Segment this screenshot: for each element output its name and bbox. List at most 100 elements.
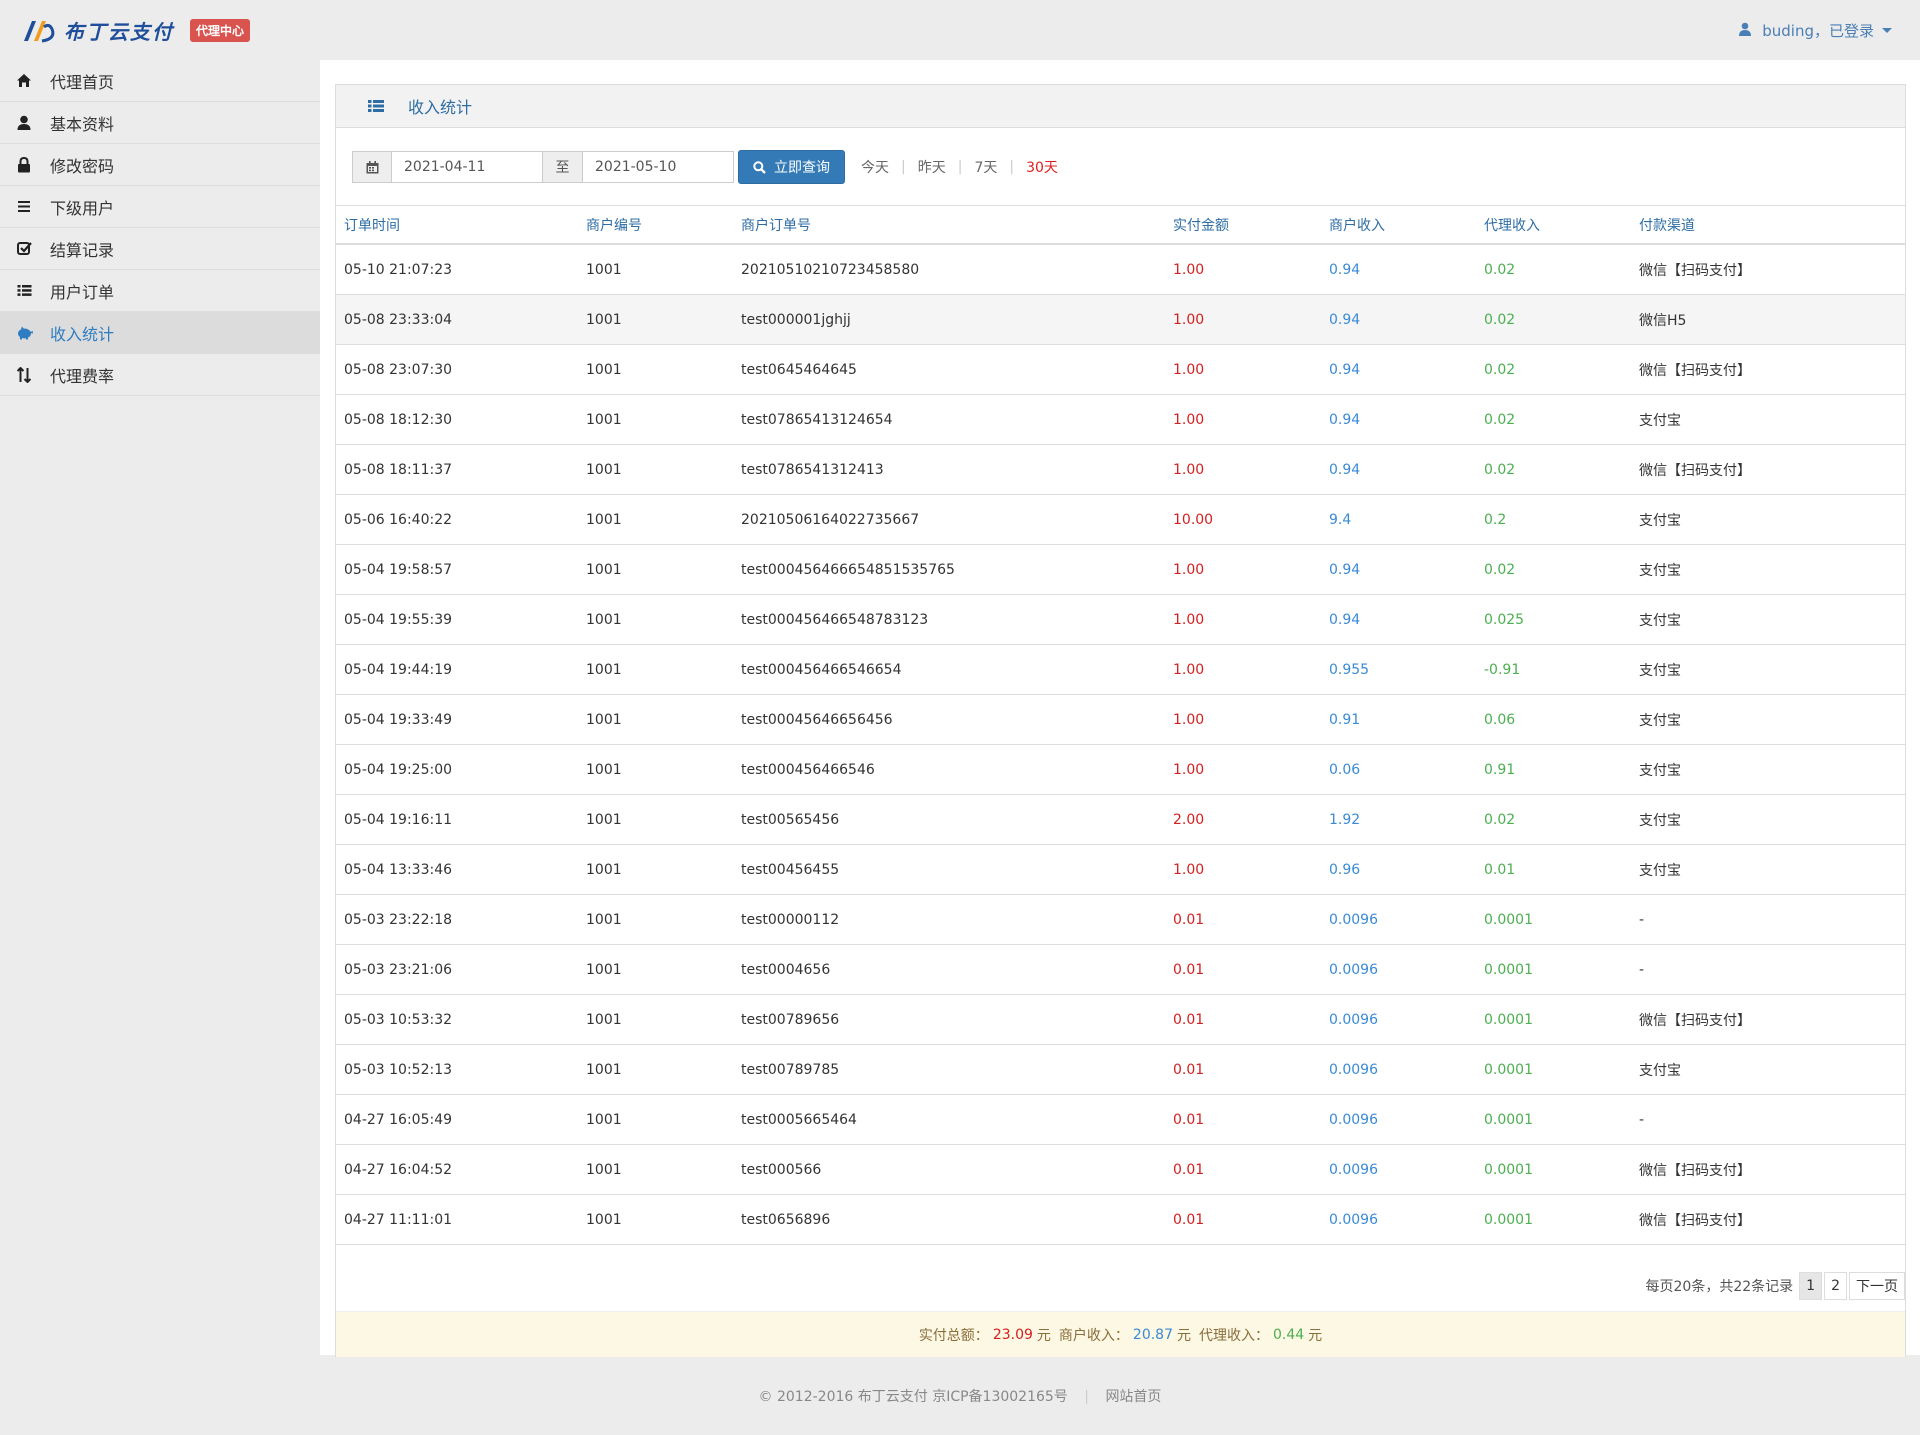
panel-heading: 收入统计 (336, 85, 1905, 128)
range-30days-link[interactable]: 30天 (1026, 160, 1058, 176)
payment-channel-cell: 支付宝 (1631, 594, 1905, 645)
merchant-id-cell: 1001 (578, 994, 733, 1045)
piggy-bank-icon (13, 324, 35, 342)
merchant-income-cell: 0.96 (1321, 844, 1476, 895)
column-header: 实付金额 (1165, 205, 1321, 245)
order-time-cell: 05-03 23:22:18 (336, 894, 578, 945)
column-header: 代理收入 (1476, 205, 1631, 245)
table-row[interactable]: 05-10 21:07:23 1001 20210510210723458580 1.… (336, 244, 1905, 295)
site-home-link[interactable]: 网站首页 (1105, 1389, 1162, 1405)
merchant-order-no-cell: test07865413124654 (733, 394, 1165, 445)
next-page-button[interactable]: 下一页 (1849, 1272, 1905, 1300)
sidebar-item-change-password[interactable]: 修改密码 (0, 144, 320, 186)
table-row[interactable]: 05-04 19:58:57 1001 test000456466654851535… (336, 544, 1905, 595)
sidebar-item-agent-home[interactable]: 代理首页 (0, 60, 320, 102)
order-time-cell: 05-08 23:07:30 (336, 344, 578, 395)
table-row[interactable]: 05-04 13:33:46 1001 test00456455 1.00 0.96 0.… (336, 844, 1905, 895)
sidebar-item-label: 收入统计 (50, 324, 115, 344)
sidebar-item-label: 用户订单 (50, 282, 115, 302)
range-yesterday-link[interactable]: 昨天 (917, 160, 946, 176)
order-time-cell: 04-27 11:11:01 (336, 1194, 578, 1245)
agent-income-cell: 0.02 (1476, 544, 1631, 595)
table-row[interactable]: 05-03 23:21:06 1001 test0004656 0.01 0.0096 0… (336, 944, 1905, 995)
table-row[interactable]: 05-08 23:33:04 1001 test000001jghjj 1.00 0.9… (336, 294, 1905, 345)
sidebar-item-user-orders[interactable]: 用户订单 (0, 270, 320, 312)
payment-channel-cell: 支付宝 (1631, 394, 1905, 445)
table-row[interactable]: 05-03 23:22:18 1001 test00000112 0.01 0.0096… (336, 894, 1905, 945)
order-time-cell: 05-03 23:21:06 (336, 944, 578, 995)
paid-amount-cell: 1.00 (1165, 244, 1321, 295)
table-row[interactable]: 05-03 10:52:13 1001 test00789785 0.01 0.0096… (336, 1044, 1905, 1095)
table-row[interactable]: 05-04 19:33:49 1001 test00045646656456 1.00… (336, 694, 1905, 745)
logo[interactable]: 布丁云支付 代理中心 (22, 16, 251, 45)
merchant-order-no-cell: test00789656 (733, 994, 1165, 1045)
agent-income-cell: 0.02 (1476, 344, 1631, 395)
sidebar-item-income-stats[interactable]: 收入统计 (0, 312, 320, 354)
table-row[interactable]: 05-08 23:07:30 1001 test0645464645 1.00 0.94… (336, 344, 1905, 395)
paid-amount-cell: 0.01 (1165, 944, 1321, 995)
table-row[interactable]: 05-04 19:16:11 1001 test00565456 2.00 1.92 0.… (336, 794, 1905, 845)
sidebar-item-label: 修改密码 (50, 156, 115, 176)
divider: | (1009, 159, 1015, 175)
calendar-icon (352, 151, 392, 183)
payment-channel-cell: - (1631, 944, 1905, 995)
pagination: 每页20条，共22条记录 1 2 下一页 (1646, 1272, 1905, 1300)
merchant-income-cell: 0.94 (1321, 394, 1476, 445)
logo-text: 布丁云支付 (64, 20, 174, 44)
divider: | (901, 159, 906, 175)
table-row[interactable]: 05-08 18:11:37 1001 test0786541312413 1.00 0… (336, 444, 1905, 495)
payment-channel-cell: 微信【扫码支付】 (1631, 994, 1905, 1045)
table-row[interactable]: 05-03 10:53:32 1001 test00789656 0.01 0.0096… (336, 994, 1905, 1045)
table-row[interactable]: 05-08 18:12:30 1001 test07865413124654 1.00… (336, 394, 1905, 445)
start-date-input[interactable] (392, 151, 543, 183)
end-date-input[interactable] (583, 151, 734, 183)
order-time-cell: 05-04 19:16:11 (336, 794, 578, 845)
merchant-income-cell: 0.0096 (1321, 994, 1476, 1045)
user-dropdown[interactable]: buding，已登录 (1738, 20, 1892, 41)
user-icon (1738, 22, 1752, 40)
merchant-income-cell: 0.94 (1321, 444, 1476, 495)
paid-amount-cell: 1.00 (1165, 644, 1321, 695)
merchant-id-cell: 1001 (578, 344, 733, 395)
agent-income-cell: 0.01 (1476, 844, 1631, 895)
merchant-income-cell: 0.91 (1321, 694, 1476, 745)
merchant-order-no-cell: test000456466546 (733, 744, 1165, 795)
agent-income-cell: 0.0001 (1476, 1094, 1631, 1145)
currency-unit: 元 (1308, 1327, 1323, 1344)
merchant-id-cell: 1001 (578, 1044, 733, 1095)
logo-mark-icon (24, 20, 55, 42)
page-2-button[interactable]: 2 (1824, 1272, 1847, 1300)
list-icon (13, 198, 35, 216)
paid-amount-cell: 1.00 (1165, 294, 1321, 345)
agent-income-cell: -0.91 (1476, 644, 1631, 695)
table-row[interactable]: 04-27 16:04:52 1001 test000566 0.01 0.0096 0.… (336, 1144, 1905, 1195)
merchant-income-cell: 0.94 (1321, 294, 1476, 345)
sidebar-item-profile[interactable]: 基本资料 (0, 102, 320, 144)
agent-income-value: 0.44 (1273, 1326, 1305, 1343)
merchant-id-cell: 1001 (578, 894, 733, 945)
table-row[interactable]: 05-04 19:44:19 1001 test000456466546654 1.0… (336, 644, 1905, 695)
agent-income-cell: 0.0001 (1476, 1194, 1631, 1245)
merchant-id-cell: 1001 (578, 494, 733, 545)
page-1-button[interactable]: 1 (1799, 1272, 1823, 1300)
table-row[interactable]: 04-27 11:11:01 1001 test0656896 0.01 0.0096 0… (336, 1194, 1905, 1245)
sidebar-item-agent-rates[interactable]: 代理费率 (0, 354, 320, 396)
order-time-cell: 05-04 13:33:46 (336, 844, 578, 895)
user-status-text: buding，已登录 (1762, 22, 1874, 40)
range-today-link[interactable]: 今天 (861, 160, 889, 176)
sidebar-item-sub-users[interactable]: 下级用户 (0, 186, 320, 228)
range-7days-link[interactable]: 7天 (974, 160, 998, 176)
table-row[interactable]: 04-27 16:05:49 1001 test0005665464 0.01 0.00… (336, 1094, 1905, 1145)
merchant-id-cell: 1001 (578, 444, 733, 495)
table-row[interactable]: 05-06 16:40:22 1001 20210506164022735667 10… (336, 494, 1905, 545)
column-header: 订单时间 (336, 205, 578, 245)
payment-channel-cell: 支付宝 (1631, 494, 1905, 545)
query-button[interactable]: 立即查询 (738, 150, 845, 184)
table-row[interactable]: 05-04 19:55:39 1001 test000456466548783123… (336, 594, 1905, 645)
sidebar-item-settlement-records[interactable]: 结算记录 (0, 228, 320, 270)
payment-channel-cell: 微信【扫码支付】 (1631, 1194, 1905, 1245)
table-row[interactable]: 05-04 19:25:00 1001 test000456466546 1.00 0.… (336, 744, 1905, 795)
merchant-id-cell: 1001 (578, 844, 733, 895)
currency-unit: 元 (1177, 1327, 1191, 1344)
footer: © 2012-2016 布丁云支付 京ICP备13002165号 | 网站首页 (0, 1386, 1920, 1406)
